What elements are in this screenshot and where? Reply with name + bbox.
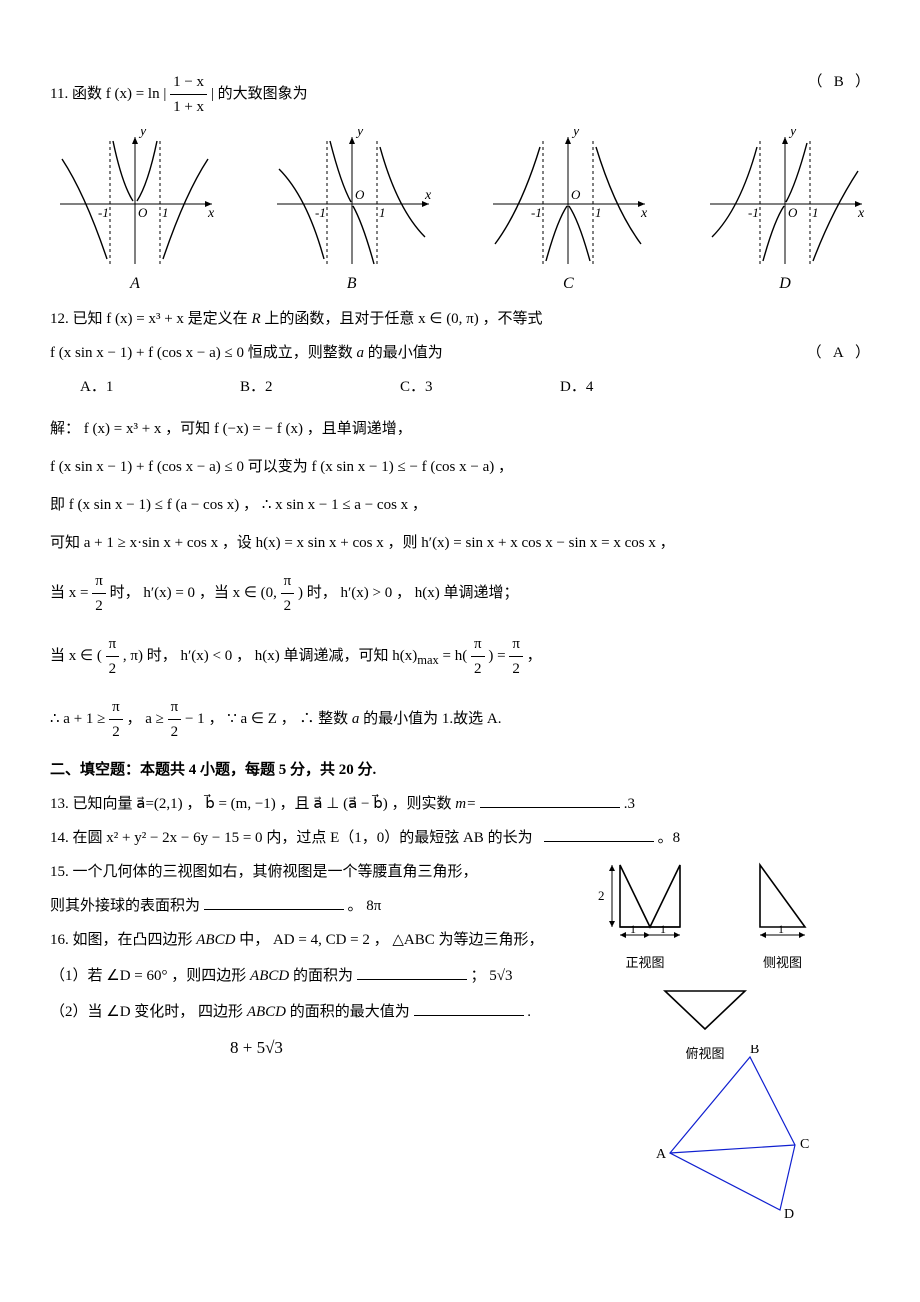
q11-frac: 1 − x 1 + x bbox=[170, 70, 207, 119]
svg-text:2: 2 bbox=[598, 888, 605, 903]
chart-D-svg: y x O -1 1 bbox=[700, 129, 870, 269]
q14: 14. 在圆 x² + y² − 2x − 6y − 15 = 0 内，过点 E… bbox=[50, 826, 870, 850]
q11-fx: f (x) = ln | 1 − x 1 + x | 的大致图象为 bbox=[106, 86, 308, 102]
chart-A-svg: y x O -1 1 bbox=[50, 129, 220, 269]
q11-chart-B: y x O -1 1 B bbox=[267, 129, 437, 297]
q13-blank bbox=[480, 792, 620, 808]
svg-text:x: x bbox=[640, 206, 648, 221]
svg-text:A: A bbox=[656, 1147, 667, 1162]
front-view-label: 正视图 bbox=[590, 953, 700, 974]
q12-sol-4: 可知 a + 1 ≥ x·sin x + cos x ，设 h(x) = x s… bbox=[50, 531, 870, 555]
q15-blank bbox=[204, 894, 344, 910]
side-view-label: 侧视图 bbox=[745, 953, 820, 974]
side-view-svg: 1 bbox=[745, 855, 820, 945]
q12-num: 12. bbox=[50, 311, 69, 327]
q11: 11. 函数 f (x) = ln | 1 − x 1 + x | 的大致图象为… bbox=[50, 70, 870, 119]
svg-text:O: O bbox=[355, 187, 365, 202]
svg-text:y: y bbox=[355, 129, 364, 139]
chart-C-svg: y x O -1 1 bbox=[483, 129, 653, 269]
section2-heading: 二、填空题：本题共 4 小题，每题 5 分，共 20 分. bbox=[50, 758, 870, 782]
q11-chart-A: y x O -1 1 A bbox=[50, 129, 220, 297]
svg-text:-1: -1 bbox=[315, 205, 326, 220]
svg-text:y: y bbox=[571, 129, 580, 139]
q12-opt-B: B．2 bbox=[240, 375, 400, 399]
svg-text:O: O bbox=[138, 205, 148, 220]
svg-text:-1: -1 bbox=[531, 205, 542, 220]
svg-text:C: C bbox=[800, 1137, 809, 1152]
q16-p2-blank bbox=[414, 1000, 524, 1016]
top-view-svg bbox=[650, 981, 760, 1036]
q12-answer-group: （ A ） bbox=[807, 341, 870, 365]
q15-wrapper: 2 1 1 正视图 1 侧视图 俯视图 15. 一个几何体的三视图如右， bbox=[50, 860, 870, 1061]
quad-svg: A B C D bbox=[650, 1045, 820, 1220]
q13: 13. 已知向量 a⃗=(2,1) ， b⃗ = (m, −1) ，且 a⃗ ⊥… bbox=[50, 792, 870, 816]
q12-line2: f (x sin x − 1) + f (cos x − a) ≤ 0 恒成立，… bbox=[50, 341, 870, 365]
q16: 16. 如图，在凸四边形 ABCD 中， AD = 4, CD = 2 ， △A… bbox=[50, 928, 610, 952]
q12-sol-5: 当 x = π2 时， h′(x) = 0 ，当 x ∈ (0, π2 ) 时，… bbox=[50, 569, 870, 618]
q11-num: 11. bbox=[50, 86, 68, 102]
q12-sol-3: 即 f (x sin x − 1) ≤ f (a − cos x) ， ∴ x … bbox=[50, 493, 870, 517]
svg-text:1: 1 bbox=[778, 922, 784, 936]
svg-text:O: O bbox=[788, 205, 798, 220]
q11-charts: y x O -1 1 A y x O -1 1 bbox=[50, 129, 870, 297]
q12-opt-D: D．4 bbox=[560, 375, 720, 399]
q16-p1: （1）若 ∠D = 60° ，则四边形 ABCD 的面积为 ； 5√3 bbox=[50, 964, 610, 988]
three-views-figure: 2 1 1 正视图 1 侧视图 俯视图 bbox=[590, 855, 820, 1066]
q12: 12. 已知 f (x) = x³ + x 是定义在 R 上的函数，且对于任意 … bbox=[50, 307, 870, 331]
q15: 15. 一个几何体的三视图如右，其俯视图是一个等腰直角三角形， bbox=[50, 860, 610, 884]
svg-text:1: 1 bbox=[630, 922, 636, 936]
quadrilateral-figure: A B C D bbox=[650, 1045, 820, 1228]
q14-blank bbox=[544, 826, 654, 842]
q13-answer: .3 bbox=[624, 796, 635, 812]
q12-sol-1: 解： f (x) = x³ + x ，可知 f (−x) = − f (x) ，… bbox=[50, 417, 870, 441]
q15-line2: 则其外接球的表面积为 。 8π bbox=[50, 894, 610, 918]
q15-answer: 。 8π bbox=[348, 898, 382, 914]
q12-answer: A bbox=[833, 345, 844, 361]
svg-text:x: x bbox=[857, 206, 865, 221]
chart-B-svg: y x O -1 1 bbox=[267, 129, 437, 269]
q11-answer: B bbox=[834, 74, 844, 90]
svg-text:1: 1 bbox=[379, 205, 386, 220]
svg-text:1: 1 bbox=[812, 205, 819, 220]
q11-pre: 函数 bbox=[72, 86, 102, 102]
q12-opt-A: A．1 bbox=[80, 375, 240, 399]
svg-text:y: y bbox=[138, 129, 147, 139]
svg-text:x: x bbox=[207, 206, 215, 221]
svg-text:D: D bbox=[784, 1207, 794, 1220]
svg-text:y: y bbox=[788, 129, 797, 139]
q12-opt-C: C．3 bbox=[400, 375, 560, 399]
q12-sol-2: f (x sin x − 1) + f (cos x − a) ≤ 0 可以变为… bbox=[50, 455, 870, 479]
svg-text:O: O bbox=[571, 187, 581, 202]
svg-text:-1: -1 bbox=[748, 205, 759, 220]
q16-p1-blank bbox=[357, 964, 467, 980]
svg-text:x: x bbox=[424, 188, 432, 203]
front-view-svg: 2 1 1 bbox=[590, 855, 700, 945]
svg-text:-1: -1 bbox=[98, 205, 109, 220]
svg-text:1: 1 bbox=[162, 205, 169, 220]
q12-sol-6: 当 x ∈ ( π2 , π) 时， h′(x) < 0 ， h(x) 单调递减… bbox=[50, 632, 870, 681]
q12-sol-7: ∴ a + 1 ≥ π2 ， a ≥ π2 − 1 ， ∵ a ∈ Z ， ∴ … bbox=[50, 695, 870, 744]
svg-text:1: 1 bbox=[595, 205, 602, 220]
svg-text:1: 1 bbox=[660, 922, 666, 936]
q16-p2: （2）当 ∠D 变化时， 四边形 ABCD 的面积的最大值为 . bbox=[50, 1000, 610, 1024]
q14-answer: 。8 bbox=[658, 830, 681, 846]
q11-chart-D: y x O -1 1 D bbox=[700, 129, 870, 297]
q16-p1-answer: ； 5√3 bbox=[470, 968, 512, 984]
q11-answer-group: （ B ） bbox=[807, 70, 870, 94]
q11-chart-C: y x O -1 1 C bbox=[483, 129, 653, 297]
q12-options: A．1 B．2 C．3 D．4 bbox=[50, 375, 870, 399]
svg-text:B: B bbox=[750, 1045, 759, 1057]
